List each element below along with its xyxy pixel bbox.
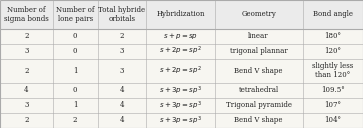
Text: Bend V shape: Bend V shape: [234, 67, 283, 75]
Text: 104°: 104°: [324, 116, 341, 125]
Text: 180°: 180°: [324, 32, 341, 40]
Text: 109.5°: 109.5°: [321, 86, 344, 94]
Text: 4: 4: [120, 116, 124, 125]
Text: linear: linear: [248, 32, 269, 40]
Text: 4: 4: [120, 102, 124, 109]
Text: $s+p=sp$: $s+p=sp$: [163, 31, 198, 41]
Text: trigonal plannar: trigonal plannar: [230, 47, 287, 55]
Text: 2: 2: [73, 116, 77, 125]
Text: 1: 1: [73, 102, 77, 109]
Text: 3: 3: [24, 102, 29, 109]
Text: 3: 3: [120, 67, 124, 75]
Bar: [0, 113, 363, 128]
Text: Number of
lone pairs: Number of lone pairs: [56, 6, 94, 23]
Text: 2: 2: [24, 116, 29, 125]
Text: 0: 0: [73, 32, 77, 40]
Text: 2: 2: [120, 32, 124, 40]
Bar: [0, 0, 363, 29]
Text: 2: 2: [24, 32, 29, 40]
Text: $s+3p=sp^3$: $s+3p=sp^3$: [159, 99, 202, 112]
Text: 4: 4: [24, 86, 29, 94]
Text: Bend V shape: Bend V shape: [234, 116, 283, 125]
Text: 0: 0: [73, 86, 77, 94]
Text: Hybridization: Hybridization: [156, 10, 205, 18]
Text: 120°: 120°: [324, 47, 341, 55]
Text: 3: 3: [24, 47, 29, 55]
Text: tetrahedral: tetrahedral: [238, 86, 279, 94]
Text: $s+3p=sp^3$: $s+3p=sp^3$: [159, 114, 202, 127]
Bar: [0, 98, 363, 113]
Text: 1: 1: [73, 67, 77, 75]
Text: 107°: 107°: [324, 102, 341, 109]
Text: Bond angle: Bond angle: [313, 10, 353, 18]
Text: $s+3p=sp^3$: $s+3p=sp^3$: [159, 84, 202, 97]
Text: Trigonal pyramide: Trigonal pyramide: [225, 102, 291, 109]
Bar: [0, 59, 363, 83]
Text: slightly less
than 120°: slightly less than 120°: [312, 62, 353, 79]
Bar: [0, 44, 363, 59]
Text: 0: 0: [73, 47, 77, 55]
Bar: [0, 83, 363, 98]
Text: Total hybride
orbitals: Total hybride orbitals: [98, 6, 146, 23]
Text: Number of
sigma bonds: Number of sigma bonds: [4, 6, 49, 23]
Text: Geometry: Geometry: [241, 10, 276, 18]
Text: 3: 3: [120, 47, 124, 55]
Text: $s+2p=sp^2$: $s+2p=sp^2$: [159, 65, 202, 77]
Text: $s+2p=sp^2$: $s+2p=sp^2$: [159, 45, 202, 57]
Text: 2: 2: [24, 67, 29, 75]
Bar: [0, 29, 363, 44]
Text: 4: 4: [120, 86, 124, 94]
